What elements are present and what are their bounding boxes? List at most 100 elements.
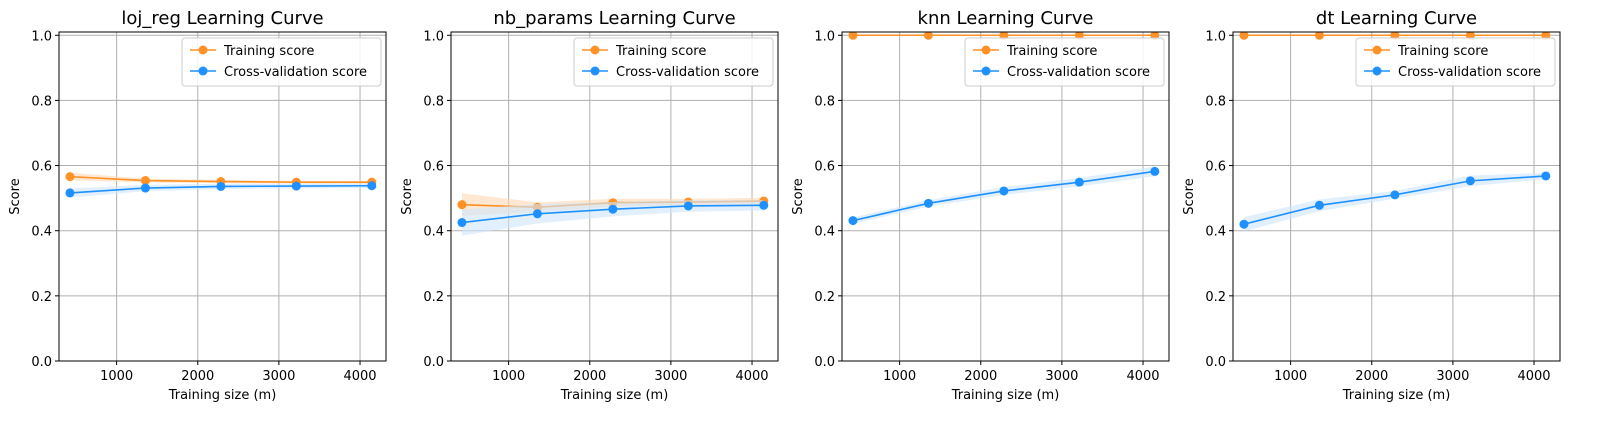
y-tick-label: 1.0 xyxy=(31,29,52,44)
y-axis-label: Score xyxy=(400,178,415,214)
axes-frame xyxy=(1232,31,1561,362)
legend-label: Cross-validation score xyxy=(616,65,759,80)
cv-score-point xyxy=(65,188,75,198)
y-tick-label: 0.4 xyxy=(814,225,835,240)
legend-box xyxy=(1355,37,1556,87)
legend-label: Training score xyxy=(1006,44,1097,59)
y-tick-label: 0.8 xyxy=(814,94,835,109)
y-tick-label: 0.2 xyxy=(1205,290,1226,305)
y-tick-label: 0.2 xyxy=(814,290,835,305)
y-tick-label: 0.4 xyxy=(31,225,52,240)
legend-box xyxy=(181,37,382,87)
x-tick-label: 2000 xyxy=(181,369,214,384)
training-score-point xyxy=(1239,32,1249,40)
cv-score-point xyxy=(216,181,226,191)
y-tick-label: 0.2 xyxy=(31,290,52,305)
y-axis-label: Score xyxy=(1182,178,1197,214)
legend-label: Training score xyxy=(223,44,314,59)
x-tick-label: 2000 xyxy=(964,369,997,384)
y-tick-label: 0.2 xyxy=(423,290,444,305)
legend-box xyxy=(573,37,774,87)
cv-score-point xyxy=(683,201,693,211)
training-score-point xyxy=(457,200,467,210)
cv-score-point xyxy=(1314,200,1324,210)
legend: Training score Cross-validation score xyxy=(1355,37,1556,87)
legend: Training score Cross-validation score xyxy=(181,37,382,87)
y-tick-label: 0.0 xyxy=(1205,355,1226,370)
x-tick-label: 3000 xyxy=(1436,369,1469,384)
y-tick-label: 0.6 xyxy=(423,160,444,175)
chart-panel-3: 1000 2000 3000 4000 0.0 0.2 0.4 0.6 0.8 1.0 knn Le… xyxy=(791,8,1170,403)
legend-label: Cross-validation score xyxy=(1007,65,1150,80)
x-axis-label: Training size (m) xyxy=(951,388,1060,403)
y-tick-label: 0.6 xyxy=(814,160,835,175)
plot-area xyxy=(1239,32,1551,232)
legend-box xyxy=(964,37,1165,87)
cv-score-point xyxy=(1150,166,1160,176)
y-tick-label: 0.8 xyxy=(1205,94,1226,109)
training-score-point xyxy=(848,32,858,40)
legend-label: Training score xyxy=(615,44,706,59)
x-tick-label: 1000 xyxy=(1274,369,1307,384)
y-tick-label: 0.4 xyxy=(1205,225,1226,240)
cv-score-point xyxy=(608,204,618,214)
y-tick-label: 0.0 xyxy=(31,355,52,370)
training-score-point xyxy=(923,32,933,40)
cv-score-point xyxy=(1074,177,1084,187)
chart-title: loj_reg Learning Curve xyxy=(121,8,323,29)
cv-score-point xyxy=(1465,176,1475,186)
cv-score-point xyxy=(140,183,150,193)
y-tick-label: 0.6 xyxy=(1205,160,1226,175)
x-tick-label: 3000 xyxy=(1045,369,1078,384)
y-tick-label: 0.8 xyxy=(423,94,444,109)
x-tick-label: 1000 xyxy=(883,369,916,384)
cv-score-point xyxy=(759,200,769,210)
y-tick-label: 0.0 xyxy=(814,355,835,370)
cv-score-point xyxy=(1541,171,1551,181)
cv-score-band xyxy=(1243,172,1546,232)
legend-marker xyxy=(981,66,991,76)
axes-frame xyxy=(841,31,1170,362)
chart-title: nb_params Learning Curve xyxy=(493,8,735,29)
y-tick-label: 0.4 xyxy=(423,225,444,240)
legend: Training score Cross-validation score xyxy=(573,37,774,87)
cv-score-point xyxy=(1390,190,1400,200)
training-score-point xyxy=(140,176,150,186)
legend-marker xyxy=(198,45,208,55)
legend-marker xyxy=(590,66,600,76)
axes-frame xyxy=(58,31,387,362)
plot-area xyxy=(848,32,1160,226)
x-tick-label: 4000 xyxy=(343,369,376,384)
y-axis-label: Score xyxy=(791,178,806,214)
plot-area xyxy=(65,172,377,198)
legend-marker xyxy=(1372,66,1382,76)
training-score-point xyxy=(1314,32,1324,40)
x-axis-label: Training size (m) xyxy=(1342,388,1451,403)
legend-marker xyxy=(590,45,600,55)
legend-marker xyxy=(198,66,208,76)
x-axis-label: Training size (m) xyxy=(168,388,277,403)
training-score-point xyxy=(65,172,75,182)
x-tick-label: 4000 xyxy=(1517,369,1550,384)
x-tick-label: 3000 xyxy=(262,369,295,384)
chart-panel-4: 1000 2000 3000 4000 0.0 0.2 0.4 0.6 0.8 1.0 dt Lea… xyxy=(1182,8,1561,403)
x-tick-label: 2000 xyxy=(573,369,606,384)
chart-title: knn Learning Curve xyxy=(918,8,1094,29)
x-tick-label: 3000 xyxy=(654,369,687,384)
legend: Training score Cross-validation score xyxy=(964,37,1165,87)
y-tick-label: 0.8 xyxy=(31,94,52,109)
legend-label: Cross-validation score xyxy=(224,65,367,80)
chart-panel-2: 1000 2000 3000 4000 0.0 0.2 0.4 0.6 0.8 1.0 nb_par… xyxy=(400,8,779,403)
cv-score-point xyxy=(532,209,542,219)
cv-score-point xyxy=(999,186,1009,196)
legend-label: Cross-validation score xyxy=(1398,65,1541,80)
x-axis-label: Training size (m) xyxy=(560,388,669,403)
axes-frame xyxy=(450,31,779,362)
y-tick-label: 1.0 xyxy=(814,29,835,44)
chart-title: dt Learning Curve xyxy=(1316,8,1477,29)
plot-area xyxy=(457,193,769,236)
cv-score-point xyxy=(923,198,933,208)
legend-marker xyxy=(1372,45,1382,55)
y-tick-label: 1.0 xyxy=(423,29,444,44)
